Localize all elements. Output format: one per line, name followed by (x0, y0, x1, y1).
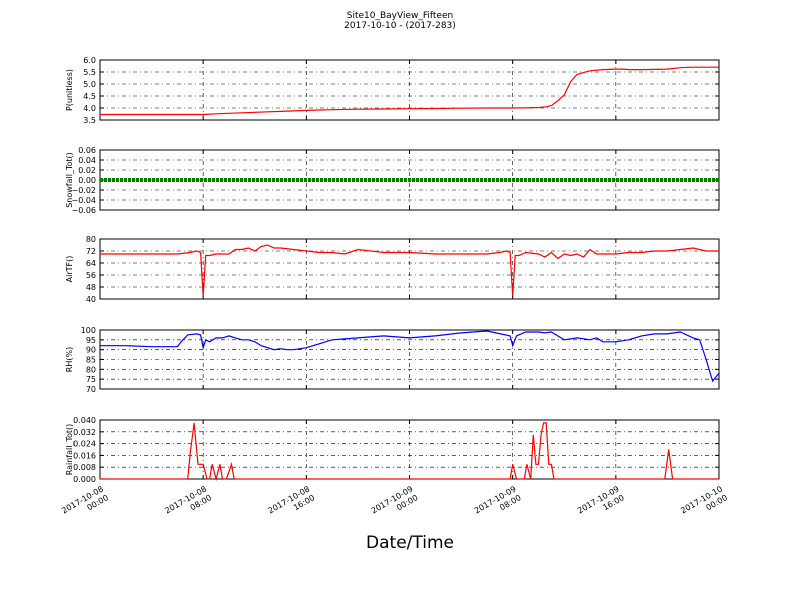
panel-0-ytick-label: 5.5 (83, 68, 96, 77)
panel-0-ytick-label: 3.5 (83, 116, 96, 125)
panel-4-ytick-label: 0.008 (73, 463, 96, 472)
panel-2-ytick-label: 72 (86, 247, 96, 256)
x-tick-label: 2017-10-0908:00 (473, 484, 523, 524)
panel-4-ylabel: Rainfall_Tot() (65, 424, 74, 476)
panel-1-ytick-label: 0.06 (78, 146, 96, 155)
panel-3-ytick-label: 100 (81, 326, 96, 335)
panel-2-ytick-label: 40 (86, 295, 96, 304)
panel-2-series-line (100, 244, 719, 297)
panel-3-ytick-label: 85 (86, 356, 96, 365)
panel-1-ytick-label: −0.06 (71, 206, 96, 215)
panel-2-ytick-label: 80 (86, 235, 96, 244)
panel-3-ytick-label: 80 (86, 365, 96, 374)
panel-3-ytick-label: 70 (86, 385, 96, 394)
panel-1-ylabel: Snowfall_Tot() (65, 152, 74, 208)
panel-1-ytick-label: 0.00 (78, 176, 96, 185)
panel-0-ytick-label: 4.5 (83, 92, 96, 101)
panel-1-ytick-label: −0.04 (71, 196, 96, 205)
panel-0-ytick-label: 4.0 (83, 104, 96, 113)
panel-1-ytick-label: −0.02 (71, 186, 96, 195)
x-axis-label: Date/Time (366, 533, 454, 553)
panel-3-ytick-label: 90 (86, 346, 96, 355)
x-tick-label: 2017-10-0916:00 (576, 484, 626, 524)
panel-2-ytick-label: 56 (86, 271, 96, 280)
panel-4-ytick-label: 0.040 (73, 416, 96, 425)
panel-2-ytick-label: 64 (86, 259, 96, 268)
panel-3-ytick-label: 75 (86, 375, 96, 384)
panel-4-ytick-label: 0.032 (73, 428, 96, 437)
panel-0-ytick-label: 6.0 (83, 56, 96, 65)
panel-4-ytick-label: 0.024 (73, 440, 96, 449)
panel-1-ytick-label: 0.02 (78, 166, 96, 175)
panel-4-ytick-label: 0.000 (73, 475, 96, 484)
panel-1-ytick-label: 0.04 (78, 156, 96, 165)
panel-3-series-line (100, 330, 720, 383)
panel-0-ytick-label: 5.0 (83, 80, 96, 89)
panel-4-series-line (100, 422, 719, 482)
panel-0-ylabel: P(unitless) (65, 69, 74, 111)
panel-2-ylabel: AirTF() (65, 256, 74, 283)
x-tick-label: 2017-10-1000:00 (679, 484, 729, 524)
panel-0-series-line (100, 66, 719, 116)
panel-3-ylabel: RH(%) (65, 347, 74, 372)
x-tick-label: 2017-10-0808:00 (163, 484, 213, 524)
panel-2-ytick-label: 48 (86, 283, 96, 292)
x-tick-label: 2017-10-0800:00 (60, 484, 110, 524)
x-tick-label: 2017-10-0816:00 (267, 484, 317, 524)
figure-subtitle: 2017-10-10 - (2017-283) (344, 21, 456, 31)
panel-3-ytick-label: 95 (86, 336, 96, 345)
panel-4-ytick-label: 0.016 (73, 451, 96, 460)
figure-title: Site10_BayView_Fifteen (346, 11, 454, 21)
x-tick-label: 2017-10-0900:00 (370, 484, 420, 524)
